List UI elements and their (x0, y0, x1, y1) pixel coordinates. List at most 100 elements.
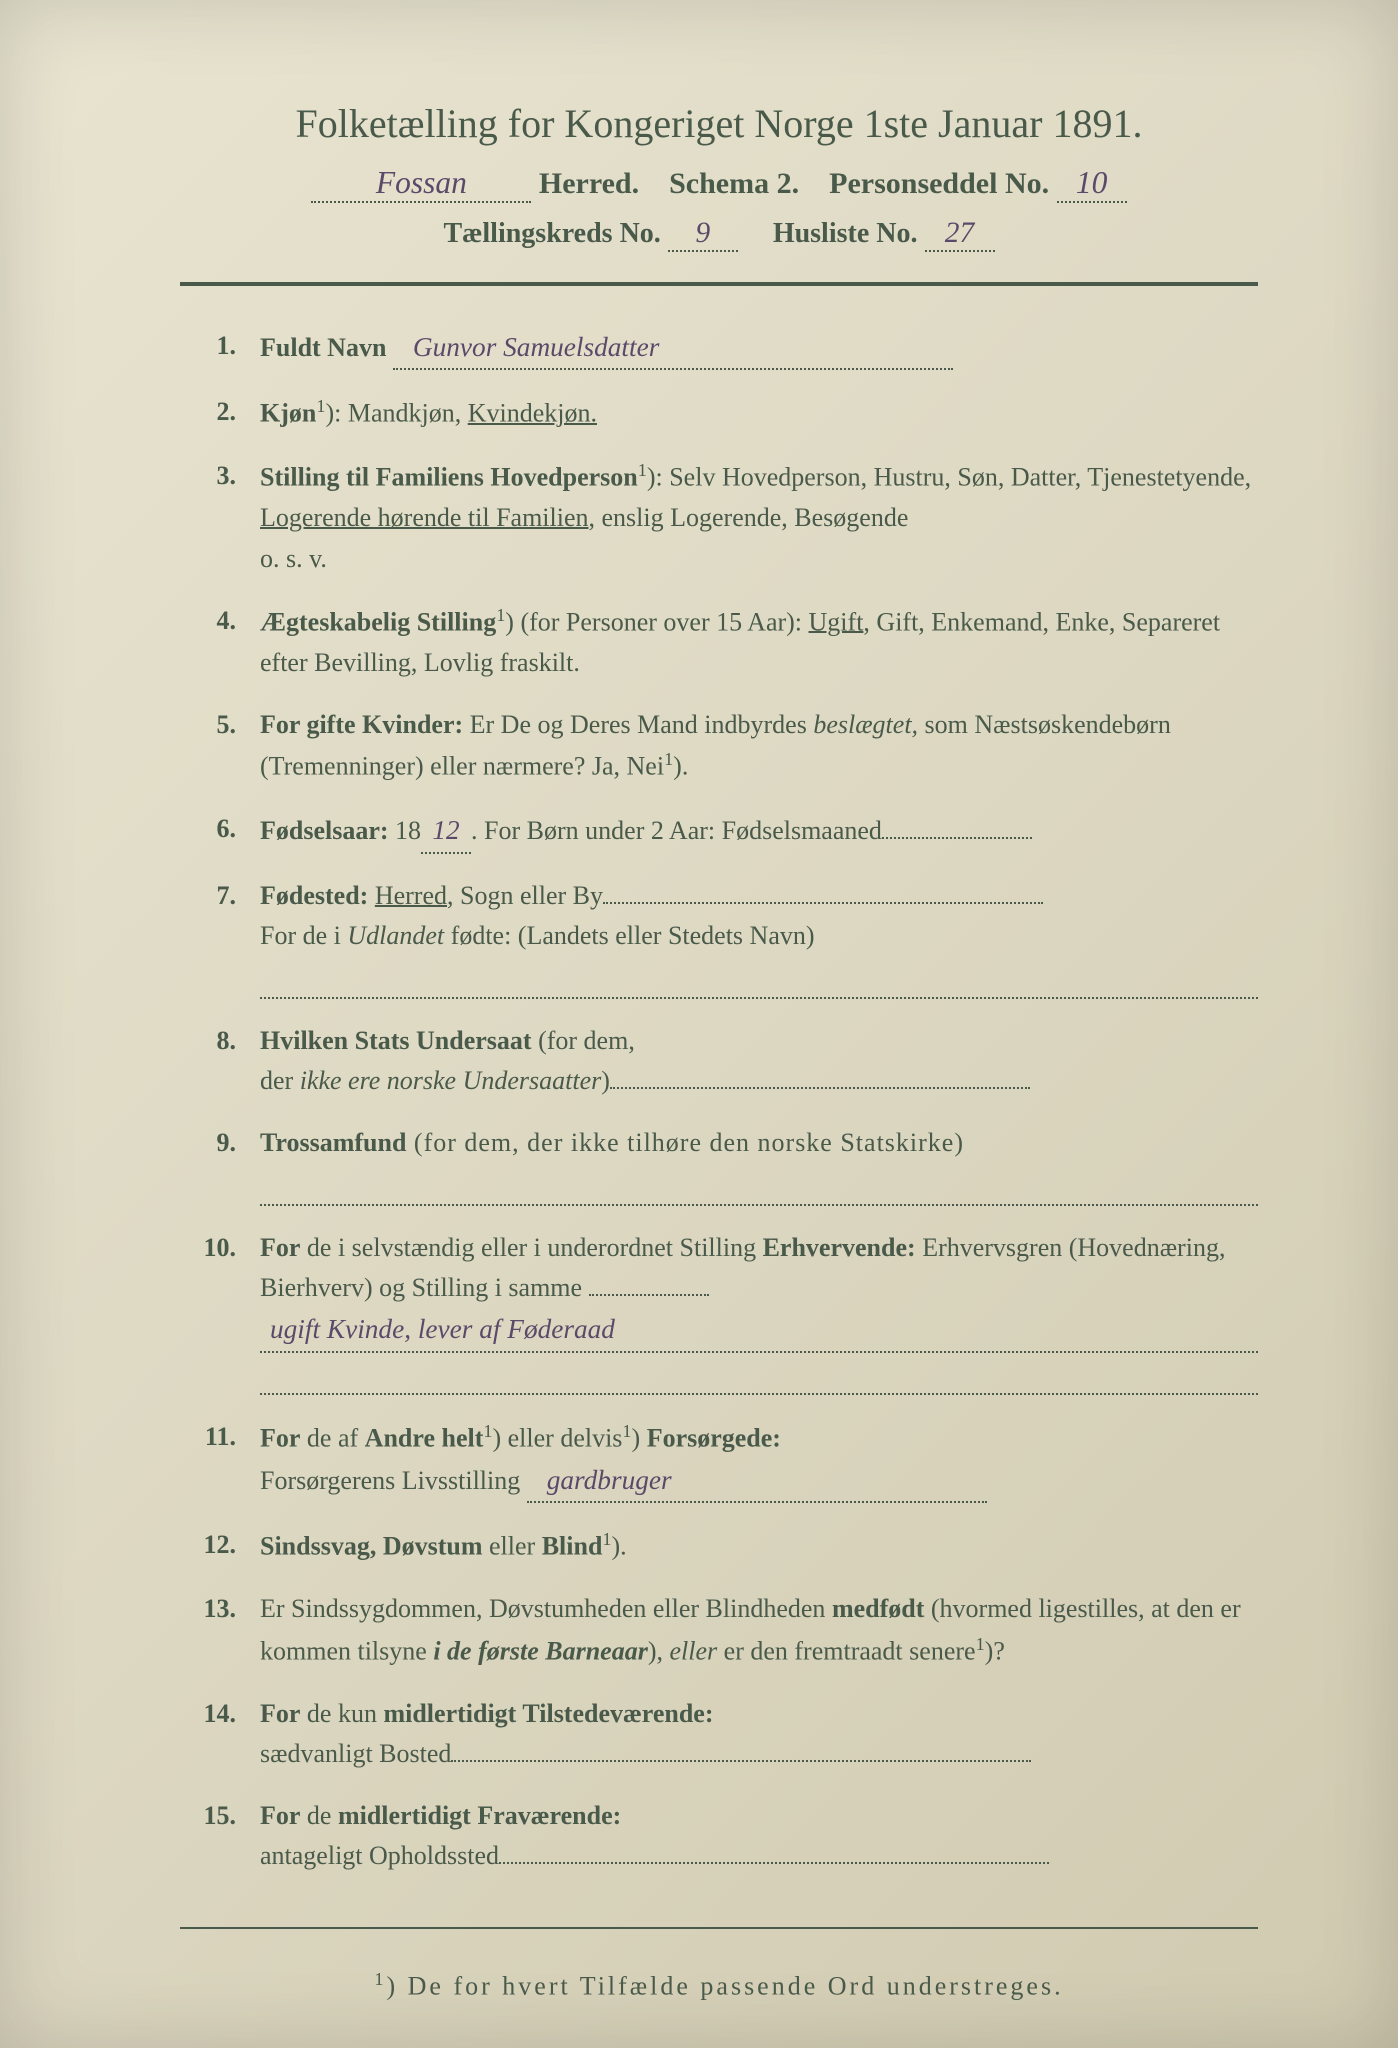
item-13-text1: Er Sindssygdommen, Døvstumheden eller Bl… (260, 1594, 832, 1623)
item-14-blank (451, 1760, 1031, 1762)
schema-label: Schema 2. (669, 167, 799, 200)
item-11-text3: ) (632, 1424, 647, 1453)
husliste-label: Husliste No. (773, 218, 918, 249)
herred-line: Fossan Herred. Schema 2. Personseddel No… (180, 165, 1258, 203)
item-14-text2: sædvanligt Bosted (260, 1739, 451, 1768)
item-5-text1: Er De og Deres Mand indbyrdes (463, 710, 813, 739)
item-4-text1: ) (for Personer over 15 Aar): (505, 607, 808, 636)
item-3-text2: , enslig Logerende, Besøgende (589, 503, 909, 532)
item-num-3: 3. (180, 456, 260, 496)
item-6-text1: 18 (389, 816, 422, 845)
item-8-label: Hvilken Stats Undersaat (260, 1026, 532, 1055)
item-5-italic1: beslægtet, (813, 710, 918, 739)
census-form-page: Folketælling for Kongeriget Norge 1ste J… (0, 0, 1398, 2048)
item-12-label2: Blind (542, 1532, 603, 1561)
item-7-text3: fødte: (Landets eller Stedets Navn) (444, 921, 814, 950)
item-10-label2: Erhvervende: (763, 1233, 916, 1262)
item-6-text2: . For Børn under 2 Aar: Fødselsmaaned (471, 816, 882, 845)
item-6-value: 12 (421, 809, 471, 853)
item-3-sup: 1 (638, 460, 647, 480)
item-14-label: For (260, 1699, 300, 1728)
item-9-blank (260, 1169, 1258, 1205)
item-3-underlined: Logerende hørende til Familien (260, 503, 589, 532)
item-9-text: (for dem, der ikke tilhøre den norske St… (406, 1128, 964, 1157)
herred-label: Herred. (539, 167, 639, 200)
item-8-italic1: ikke ere norske Undersaatter (300, 1066, 602, 1095)
item-11-text2: ) eller delvis (492, 1424, 622, 1453)
item-4: 4. Ægteskabelig Stilling1) (for Personer… (180, 601, 1258, 683)
item-13-label: medfødt (832, 1594, 924, 1623)
item-11-label: For (260, 1424, 300, 1453)
footnote-sup: 1 (374, 1969, 386, 1989)
item-13-italic1: i de første Barneaar (433, 1636, 648, 1665)
item-11-sup2: 1 (622, 1421, 631, 1441)
item-5-label: For gifte Kvinder: (260, 710, 463, 739)
footnote: 1) De for hvert Tilfælde passende Ord un… (180, 1969, 1258, 2002)
item-15-text1: de (300, 1801, 338, 1830)
item-num-8: 8. (180, 1021, 260, 1061)
item-7-italic1: Udlandet (347, 921, 444, 950)
item-12-text1: eller (483, 1532, 542, 1561)
item-8-blank (610, 1087, 1030, 1089)
item-num-10: 10. (180, 1228, 260, 1268)
item-3-label: Stilling til Familiens Hovedperson (260, 463, 638, 492)
item-10-value: ugift Kvinde, lever af Føderaad (260, 1308, 1258, 1352)
item-2-underlined: Kvindekjøn. (468, 399, 597, 428)
item-8-text3: ) (601, 1066, 610, 1095)
item-num-15: 15. (180, 1796, 260, 1836)
item-13-sup: 1 (976, 1634, 985, 1654)
item-15-blank (499, 1862, 1049, 1864)
item-13-text4: er den fremtraadt senere (717, 1636, 975, 1665)
item-3-text1: ): Selv Hovedperson, Hustru, Søn, Datter… (647, 463, 1251, 492)
item-15-label: For (260, 1801, 300, 1830)
item-3-text3: o. s. v. (260, 539, 1258, 579)
item-10-label: For (260, 1233, 300, 1262)
item-4-label: Ægteskabelig Stilling (260, 607, 496, 636)
item-7-underlined: Herred (375, 881, 447, 910)
item-8-text1: (for dem, (532, 1026, 635, 1055)
item-14: 14. For de kun midlertidigt Tilstedevære… (180, 1694, 1258, 1775)
taellingskreds-label: Tællingskreds No. (443, 218, 660, 249)
item-7: 7. Fødested: Herred, Sogn eller By For d… (180, 876, 1258, 999)
item-num-2: 2. (180, 392, 260, 432)
personseddel-value: 10 (1057, 165, 1127, 203)
item-num-1: 1. (180, 326, 260, 366)
item-15: 15. For de midlertidigt Fraværende: anta… (180, 1796, 1258, 1877)
item-1-value: Gunvor Samuelsdatter (393, 326, 953, 370)
item-10-text1: de i selvstændig eller i underordnet Sti… (300, 1233, 762, 1262)
item-15-text2: antageligt Opholdssted (260, 1841, 499, 1870)
item-6: 6. Fødselsaar: 1812. For Børn under 2 Aa… (180, 809, 1258, 853)
herred-value: Fossan (311, 165, 531, 203)
divider-bottom (180, 1927, 1258, 1929)
item-1: 1. Fuldt Navn Gunvor Samuelsdatter (180, 326, 1258, 370)
item-11-label3: Forsørgede: (647, 1424, 781, 1453)
item-12: 12. Sindssvag, Døvstum eller Blind1). (180, 1525, 1258, 1567)
item-num-14: 14. (180, 1694, 260, 1734)
item-8-text2: der (260, 1066, 300, 1095)
item-10-value-part (589, 1294, 709, 1296)
item-11-text1: de af (300, 1424, 364, 1453)
item-7-text1: , Sogn eller By (447, 881, 603, 910)
item-5: 5. For gifte Kvinder: Er De og Deres Man… (180, 705, 1258, 787)
item-14-label2: midlertidigt Tilstedeværende: (383, 1699, 713, 1728)
kreds-line: Tællingskreds No. 9 Husliste No. 27 (180, 217, 1258, 252)
item-num-11: 11. (180, 1417, 260, 1457)
item-10-blank (260, 1359, 1258, 1395)
item-num-7: 7. (180, 876, 260, 916)
item-6-blank (882, 837, 1032, 839)
footnote-text: ) De for hvert Tilfælde passende Ord und… (386, 1971, 1063, 2000)
item-12-text2: ). (612, 1532, 627, 1561)
item-4-underlined: Ugift (809, 607, 864, 636)
item-14-text1: de kun (300, 1699, 383, 1728)
item-10: 10. For de i selvstændig eller i underor… (180, 1228, 1258, 1395)
item-11-text4: Forsørgerens Livsstilling (260, 1466, 520, 1495)
divider-top (180, 282, 1258, 286)
item-13: 13. Er Sindssygdommen, Døvstumheden elle… (180, 1589, 1258, 1671)
item-4-sup: 1 (496, 605, 505, 625)
item-12-label: Sindssvag, Døvstum (260, 1532, 483, 1561)
item-11: 11. For de af Andre helt1) eller delvis1… (180, 1417, 1258, 1503)
taellingskreds-value: 9 (668, 217, 738, 252)
item-2-text: ): Mandkjøn, (325, 399, 467, 428)
item-2: 2. Kjøn1): Mandkjøn, Kvindekjøn. (180, 392, 1258, 434)
item-2-label: Kjøn (260, 399, 316, 428)
